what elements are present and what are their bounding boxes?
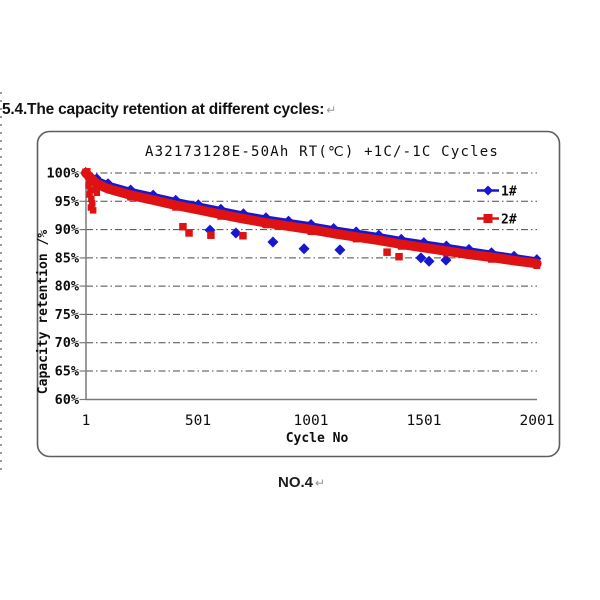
- series2-square-marker: [89, 207, 97, 214]
- series2-square-marker: [383, 248, 391, 256]
- legend-item-1: 1#: [477, 185, 517, 200]
- x-tick-labels: 1 501 1001 1501 2001: [82, 413, 555, 429]
- series2-square-marker: [127, 193, 135, 201]
- series2-square-marker: [395, 252, 403, 261]
- legend-item-2: 2#: [477, 213, 517, 228]
- series1-diamond-marker: [298, 243, 310, 255]
- series2-square-marker: [442, 249, 450, 257]
- series2-square-marker: [352, 235, 360, 243]
- series2-square-marker: [87, 186, 94, 194]
- series2-square-marker: [194, 205, 202, 213]
- figure-caption-text: NO.4: [278, 474, 314, 491]
- y-tick-80: 80%: [55, 279, 80, 295]
- series2-square-marker: [510, 256, 518, 264]
- series2-square-marker: [285, 221, 293, 229]
- y-tick-70: 70%: [55, 335, 80, 351]
- series2-square-marker: [179, 222, 187, 231]
- legend-square-icon: [483, 214, 493, 223]
- series2-square-marker: [207, 231, 215, 239]
- series1-diamond-marker: [440, 254, 452, 266]
- x-tick-501: 501: [185, 413, 211, 429]
- series2-square-marker: [149, 195, 157, 203]
- section-heading: 5.4.The capacity retention at different …: [2, 101, 336, 119]
- series2-line: [80, 168, 542, 269]
- figure-caption: NO.4 ↵: [278, 474, 325, 491]
- data-series-layer: [80, 167, 542, 269]
- series2-square-marker: [330, 229, 338, 237]
- series2-square-marker: [465, 249, 473, 257]
- series2-square-marker: [533, 261, 541, 269]
- chart-border-box: [36, 130, 561, 458]
- series2-square-marker: [488, 255, 496, 263]
- series2-square-marker: [172, 203, 180, 211]
- series2-square-marker: [307, 228, 315, 236]
- axes: [85, 169, 537, 401]
- series2-square-marker: [104, 184, 112, 192]
- series2-square-marker: [185, 229, 193, 237]
- section-heading-text: 5.4.The capacity retention at different …: [2, 101, 325, 118]
- x-tick-2001: 2001: [520, 413, 555, 429]
- legend-label-series2: 2#: [501, 213, 517, 228]
- series2-square-marker: [84, 173, 92, 180]
- legend: 1# 2#: [477, 185, 517, 228]
- y-tick-85: 85%: [55, 250, 80, 266]
- legend-diamond-icon: [483, 185, 493, 196]
- series2-square-marker: [239, 232, 247, 240]
- series2-square-marker: [86, 177, 93, 185]
- x-axis-title: Cycle No: [286, 431, 349, 446]
- series1-diamond-marker: [415, 252, 427, 264]
- y-tick-90: 90%: [55, 222, 80, 238]
- y-tick-75: 75%: [55, 307, 80, 323]
- series2-square-marker: [375, 235, 383, 243]
- x-tick-1001: 1001: [294, 413, 329, 429]
- series1-diamond-marker: [334, 244, 346, 256]
- series1-diamond-marker: [267, 236, 279, 248]
- legend-label-series1: 1#: [501, 185, 517, 200]
- series1-diamond-marker: [230, 227, 242, 239]
- y-axis-ticks: [79, 172, 86, 401]
- series2-square-marker: [88, 195, 95, 203]
- series2-square-marker: [239, 214, 247, 222]
- series2-square-marker: [397, 242, 405, 250]
- series2-square-marker: [86, 191, 93, 198]
- series1-diamond-marker: [423, 255, 435, 267]
- series2-square-marker: [89, 200, 96, 207]
- x-tick-1: 1: [82, 413, 91, 429]
- chart-title: A32173128E-50Ah RT(℃) +1C/-1C Cycles: [145, 144, 499, 160]
- y-tick-100: 100%: [46, 166, 79, 182]
- series2-square-marker: [85, 182, 92, 189]
- series2-square-marker: [217, 212, 225, 220]
- y-tick-labels: 100% 95% 90% 85% 80% 75% 70% 65% 60%: [46, 166, 79, 409]
- y-tick-95: 95%: [55, 194, 80, 210]
- y-tick-65: 65%: [55, 364, 80, 380]
- table-cell-dashed-border: [0, 92, 2, 470]
- series2-square-marker: [262, 221, 270, 229]
- paragraph-return-icon: ↵: [326, 103, 337, 117]
- y-tick-60: 60%: [55, 392, 80, 408]
- x-tick-1501: 1501: [407, 413, 442, 429]
- series2-square-marker: [84, 168, 91, 175]
- y-axis-title: Capacity retention /%: [36, 230, 51, 395]
- paragraph-return-icon: ↵: [315, 476, 326, 490]
- series2-square-marker: [420, 243, 428, 251]
- series2-square-marker: [93, 189, 101, 197]
- series2-square-marker: [92, 185, 99, 192]
